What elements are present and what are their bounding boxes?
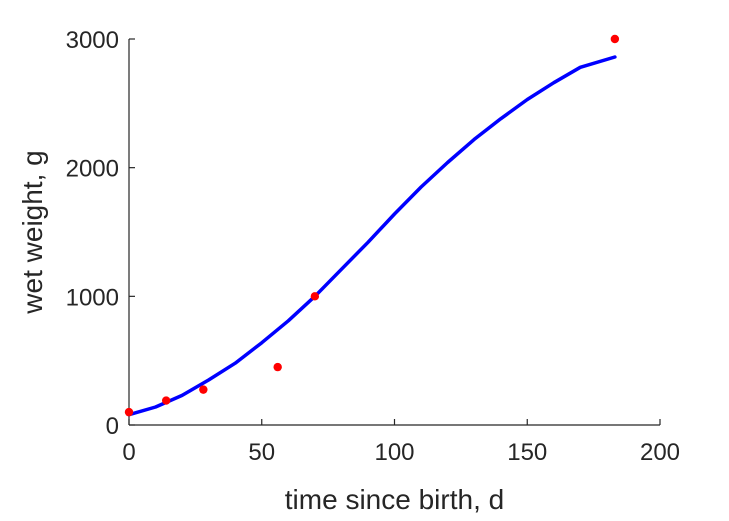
y-tick-label: 0 [106, 413, 119, 440]
data-point [161, 396, 171, 405]
data-point [610, 34, 620, 44]
data-point [273, 362, 282, 372]
y-tick-label: 3000 [66, 27, 119, 54]
fit-line [127, 55, 617, 417]
data-point [310, 292, 320, 301]
y-tick-label: 1000 [66, 284, 119, 311]
data-point [124, 407, 134, 417]
data-point [199, 385, 208, 394]
y-tick-label: 2000 [66, 156, 119, 183]
axes [128, 39, 660, 426]
y-axis-label: wet weight, g [17, 150, 48, 314]
x-ticks: 0 50 100 150 200 [122, 419, 680, 466]
x-tick-label: 200 [640, 439, 680, 466]
x-tick-label: 50 [248, 439, 275, 466]
y-ticks: 0 1000 2000 3000 [66, 27, 135, 440]
x-tick-label: 150 [507, 439, 547, 466]
x-tick-label: 0 [122, 439, 135, 466]
x-axis-label: time since birth, d [285, 484, 504, 515]
x-tick-label: 100 [374, 439, 414, 466]
series-layer [124, 34, 620, 417]
